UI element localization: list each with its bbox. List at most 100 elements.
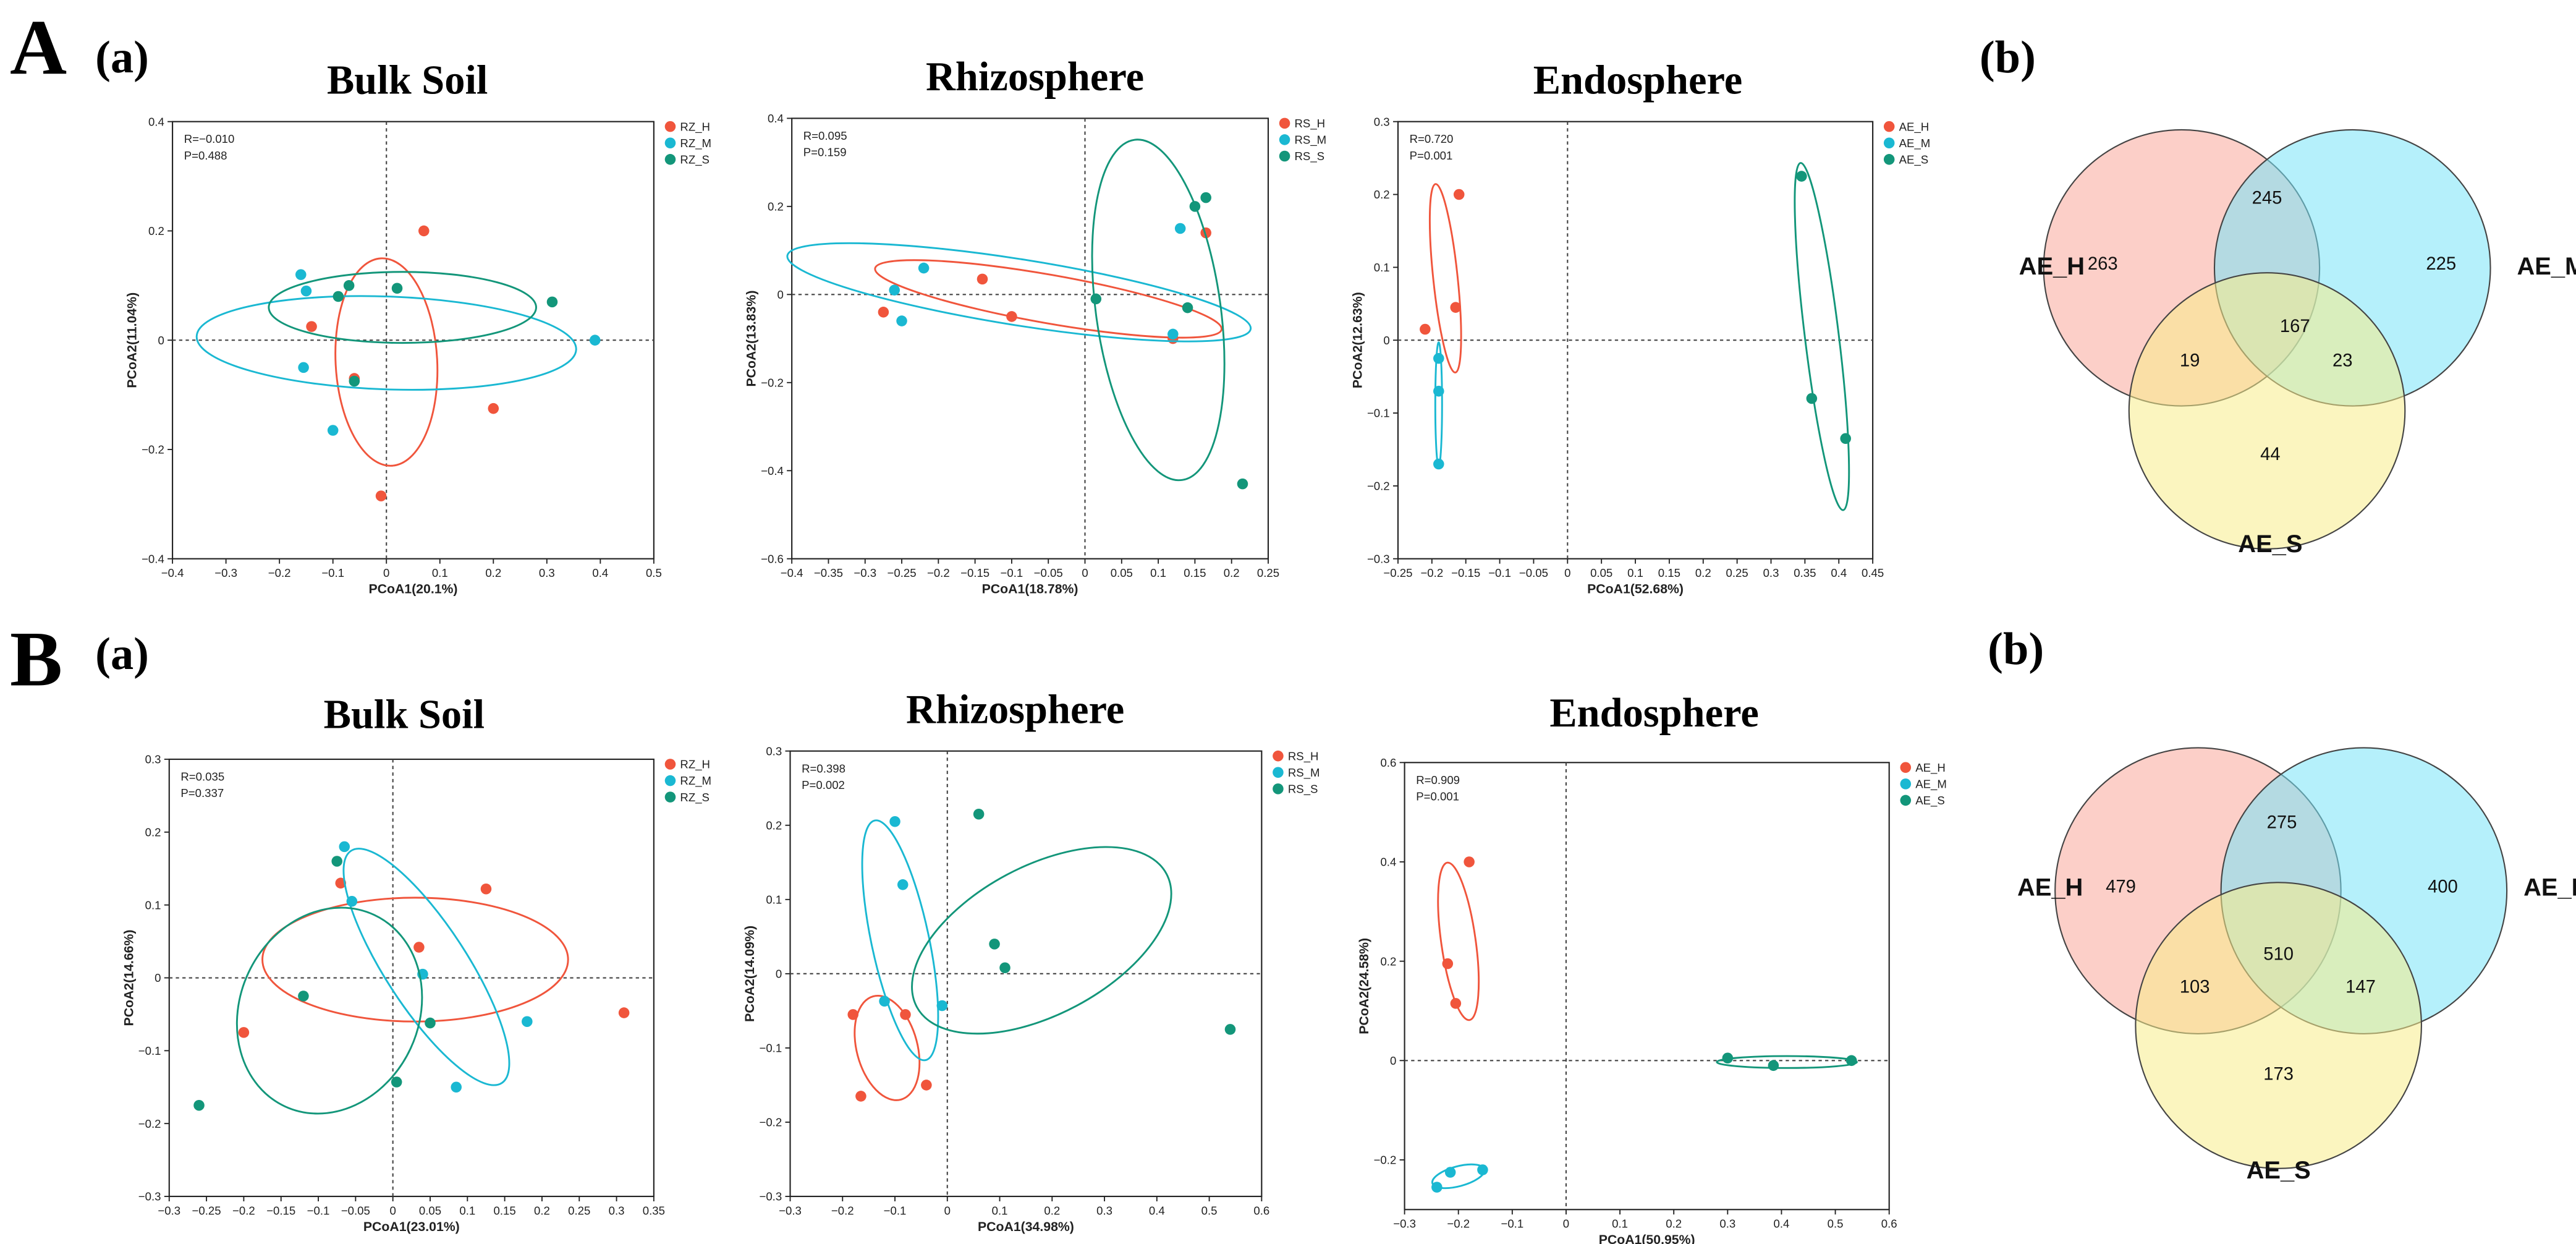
data-point <box>989 939 1000 950</box>
legend-label: RZ_H <box>680 120 710 134</box>
venn-diagram-a: AE_H AE_M AE_S 263 225 44 245 19 23 167 <box>2019 129 2576 558</box>
data-point <box>1450 302 1462 313</box>
confidence-ellipse <box>334 257 439 467</box>
x-tick-label: 0.2 <box>1666 1217 1682 1230</box>
stat-label: P=0.337 <box>180 786 224 799</box>
stat-label: R=0.720 <box>1410 132 1454 145</box>
data-point <box>1453 189 1465 200</box>
y-axis-label: PCoA2(11.04%) <box>125 292 140 388</box>
data-point <box>488 403 499 414</box>
x-tick-label: 0.3 <box>1096 1204 1112 1217</box>
venn-count: 479 <box>2106 877 2136 897</box>
y-tick-label: 0.6 <box>1380 756 1396 769</box>
data-point <box>451 1081 462 1093</box>
sublabel-b: (a) <box>95 629 149 681</box>
data-point <box>1450 998 1462 1009</box>
chart-title: Bulk Soil <box>323 693 485 738</box>
data-point <box>238 1027 250 1038</box>
y-tick-label: 0.3 <box>766 744 782 757</box>
pcoa-plot: −0.3 −0.2 −0.1 0 0.1 0.2 0.3 0.4 0.5 0.6 −0.3 −0.2 −… <box>742 744 1320 1233</box>
legend-marker <box>1279 117 1290 129</box>
legend-marker <box>1279 150 1290 162</box>
pcoa-plot: −0.25 −0.2 −0.15 −0.1 −0.05 0 0.05 0.1 0.15 0.2 0.… <box>1350 115 1930 596</box>
venn-count: 263 <box>2088 254 2118 274</box>
y-axis-label: PCoA2(24.58%) <box>1357 938 1371 1034</box>
x-tick-label: −0.25 <box>192 1204 221 1217</box>
x-tick-label: 0.5 <box>646 566 662 579</box>
legend-marker <box>1279 134 1290 145</box>
x-tick-label: 0.05 <box>419 1204 441 1217</box>
legend-marker <box>1883 137 1895 149</box>
x-tick-label: −0.1 <box>321 566 344 579</box>
x-tick-label: 0.25 <box>568 1204 590 1217</box>
data-point <box>1845 1055 1857 1067</box>
x-tick-label: 0.1 <box>459 1204 475 1217</box>
data-point <box>977 273 988 285</box>
confidence-ellipse <box>1428 183 1462 373</box>
legend-label: AE_S <box>1899 153 1929 166</box>
confidence-ellipse <box>1091 138 1226 482</box>
data-point <box>298 362 309 373</box>
venn-count: 147 <box>2345 977 2376 997</box>
x-tick-label: 0 <box>1564 566 1570 579</box>
chart-title: Endosphere <box>1549 692 1759 736</box>
stat-label: R=0.398 <box>802 762 845 775</box>
x-tick-label: 0.25 <box>1726 566 1748 579</box>
y-tick-label: −0.2 <box>761 376 784 389</box>
pcoa-plot: −0.4 −0.3 −0.2 −0.1 0 0.1 0.2 0.3 0.4 0.5 −0.4 −0.2… <box>125 115 711 596</box>
y-tick-label: −0.1 <box>759 1042 782 1055</box>
y-tick-label: −0.2 <box>142 443 164 456</box>
y-tick-label: 0.3 <box>1374 115 1390 128</box>
x-tick-label: 0.15 <box>1184 566 1206 579</box>
y-axis-label: PCoA2(13.83%) <box>744 291 759 387</box>
data-point <box>1090 293 1102 305</box>
venn-diagram-b: AE_H AE_M AE_S 479 400 173 275 103 147 510 <box>2017 747 2576 1184</box>
legend-marker <box>664 154 676 165</box>
x-tick-label: −0.4 <box>161 566 184 579</box>
data-point <box>480 883 492 895</box>
data-point <box>897 879 909 890</box>
x-tick-label: 0 <box>389 1204 396 1217</box>
plot-frame <box>1404 762 1890 1211</box>
stat-label: R=0.095 <box>803 129 847 142</box>
x-tick-label: 0.05 <box>1111 566 1133 579</box>
x-tick-label: −0.1 <box>1488 566 1511 579</box>
legend-marker <box>1900 762 1912 773</box>
legend-label: RS_H <box>1295 117 1326 130</box>
x-tick-label: −0.15 <box>266 1204 295 1217</box>
data-point <box>306 321 317 332</box>
legend-marker <box>1883 154 1895 165</box>
venn-count: 510 <box>2263 944 2294 964</box>
data-point <box>999 962 1010 974</box>
x-tick-label: 0.25 <box>1257 566 1279 579</box>
confidence-ellipse <box>195 295 577 391</box>
x-tick-label: 0.1 <box>432 566 448 579</box>
legend-marker <box>664 775 676 786</box>
x-tick-label: −0.2 <box>268 566 291 579</box>
y-tick-label: 0.3 <box>145 753 161 766</box>
y-tick-label: −0.4 <box>761 464 784 477</box>
chart-title: Rhizosphere <box>906 688 1125 733</box>
venn-set-label: AE_S <box>2247 1157 2311 1184</box>
data-point <box>1237 478 1248 490</box>
legend-label: RZ_M <box>680 774 711 788</box>
legend-label: RZ_H <box>680 758 710 772</box>
x-axis-label: PCoA1(52.68%) <box>1587 582 1684 597</box>
row-label-b: B <box>9 616 63 704</box>
confidence-ellipse <box>235 906 423 1115</box>
legend-label: RZ_S <box>680 791 710 804</box>
x-axis-label: PCoA1(18.78%) <box>982 582 1078 597</box>
y-tick-label: −0.3 <box>138 1190 161 1203</box>
y-tick-label: 0 <box>158 334 164 347</box>
y-tick-label: 0 <box>155 971 161 984</box>
x-tick-label: 0.1 <box>1612 1217 1628 1230</box>
y-tick-label: 0 <box>776 968 782 981</box>
data-point <box>193 1099 205 1111</box>
confidence-ellipse <box>1794 162 1850 511</box>
legend-label: RS_M <box>1288 766 1320 780</box>
data-point <box>413 942 425 953</box>
x-tick-label: 0.3 <box>539 566 555 579</box>
venn-count: 19 <box>2180 351 2200 371</box>
legend-label: AE_M <box>1899 137 1931 150</box>
x-tick-label: 0 <box>1082 566 1088 579</box>
